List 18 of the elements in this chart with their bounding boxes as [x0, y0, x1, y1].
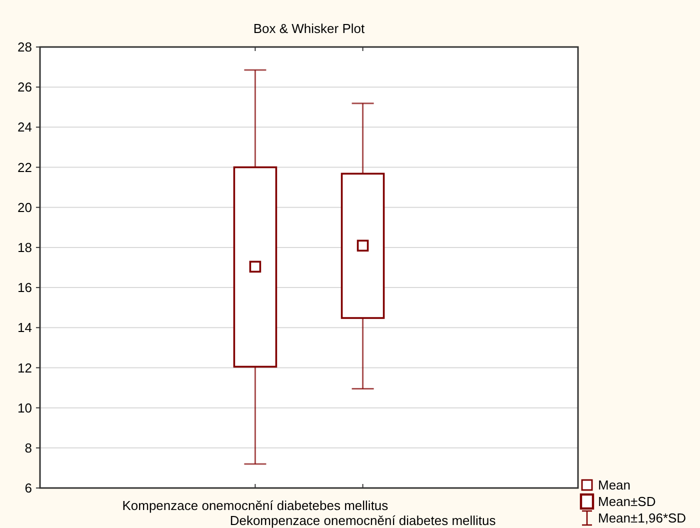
x-tick-label: Dekompenzace onemocnění diabetes mellitus: [230, 513, 496, 528]
y-tick-label: 10: [18, 400, 32, 416]
y-tick-label: 20: [18, 200, 32, 215]
chart-title: Box & Whisker Plot: [253, 21, 366, 36]
y-tick-label: 6: [24, 480, 32, 496]
y-tick-label: 28: [18, 40, 32, 55]
x-tick-label: Kompenzace onemocnění diabetebes mellitus: [122, 498, 389, 513]
y-tick-label: 12: [18, 360, 32, 376]
y-tick-label: 24: [18, 120, 32, 135]
text: Mean: [598, 478, 631, 493]
text: Mean±SD: [598, 494, 656, 510]
y-tick-label: 26: [18, 80, 32, 95]
y-tick-label: 18: [18, 240, 32, 256]
y-tick-label: 14: [18, 320, 32, 336]
y-tick-label: 22: [18, 160, 32, 175]
y-tick-label: 16: [18, 280, 32, 296]
y-tick-label: 8: [24, 440, 32, 456]
text: Mean±1,96*SD: [598, 510, 686, 526]
